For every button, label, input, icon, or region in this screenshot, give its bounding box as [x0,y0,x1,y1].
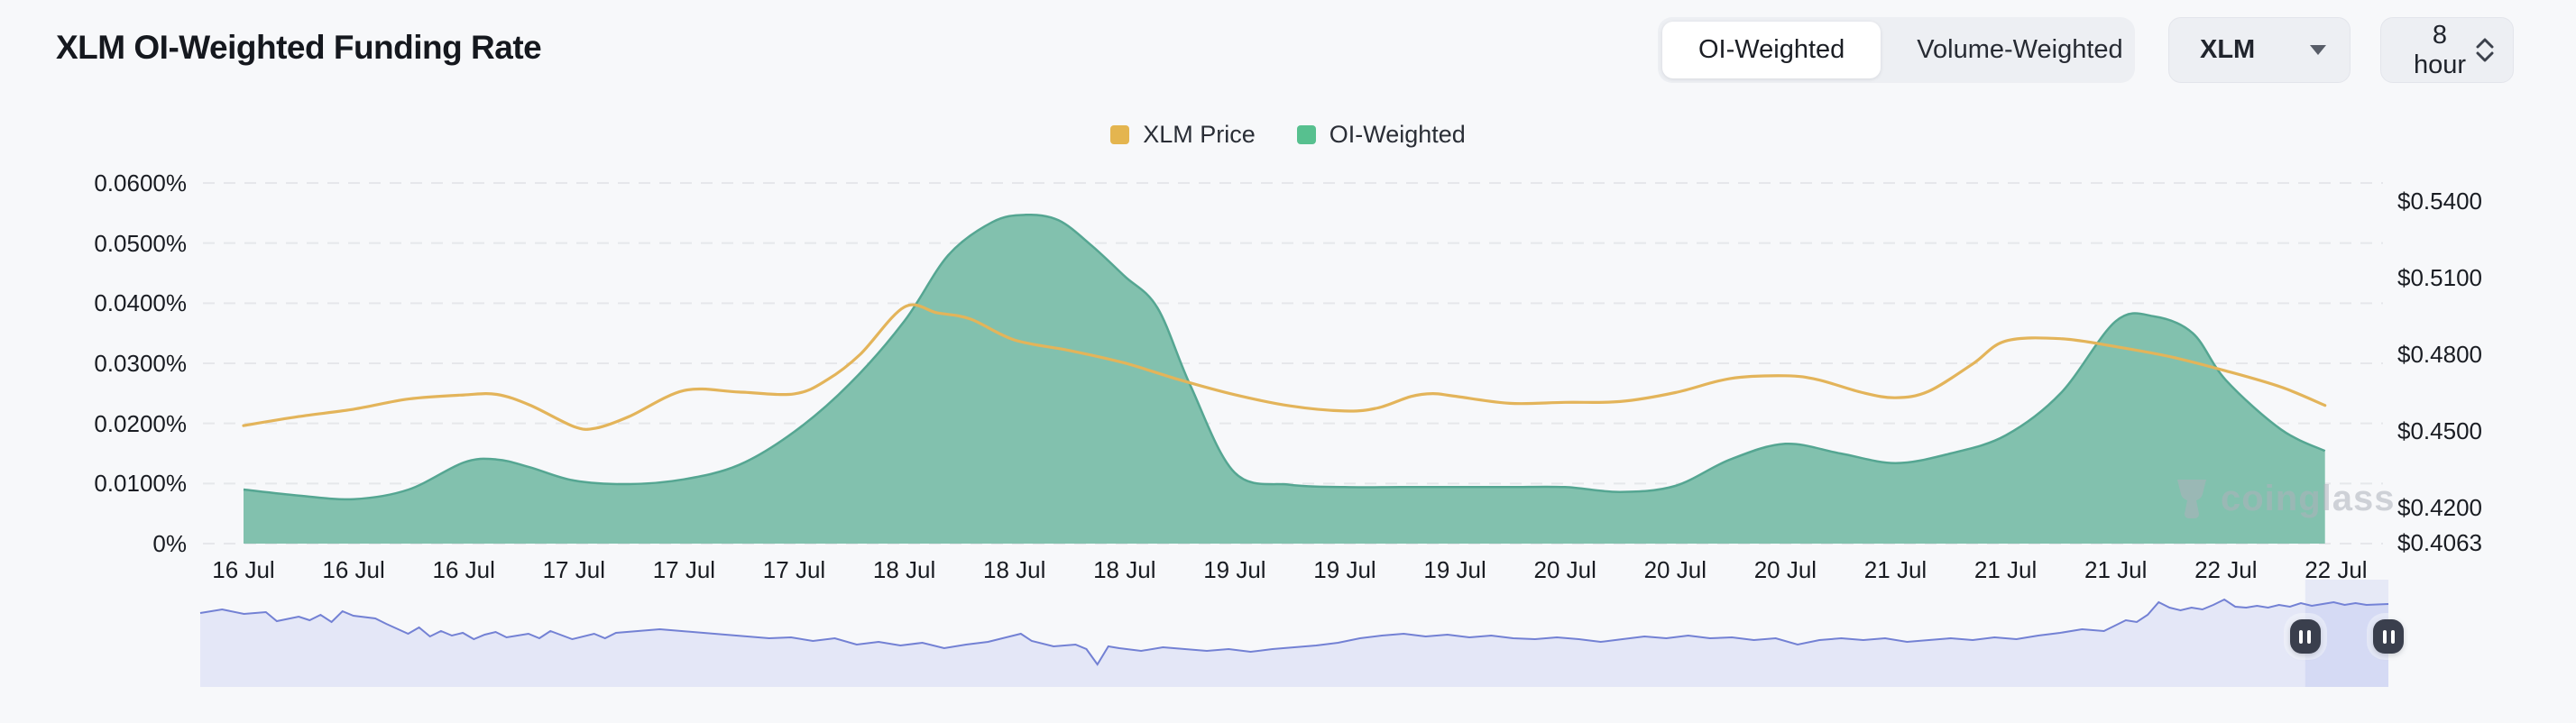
navigator-right-handle[interactable] [2373,619,2404,654]
navigator-area [200,599,2388,687]
navigator-left-handle[interactable] [2290,619,2321,654]
funding-rate-page: XLM OI-Weighted Funding Rate OI-Weighted… [0,0,2576,723]
navigator-mini-chart[interactable] [0,0,2576,723]
